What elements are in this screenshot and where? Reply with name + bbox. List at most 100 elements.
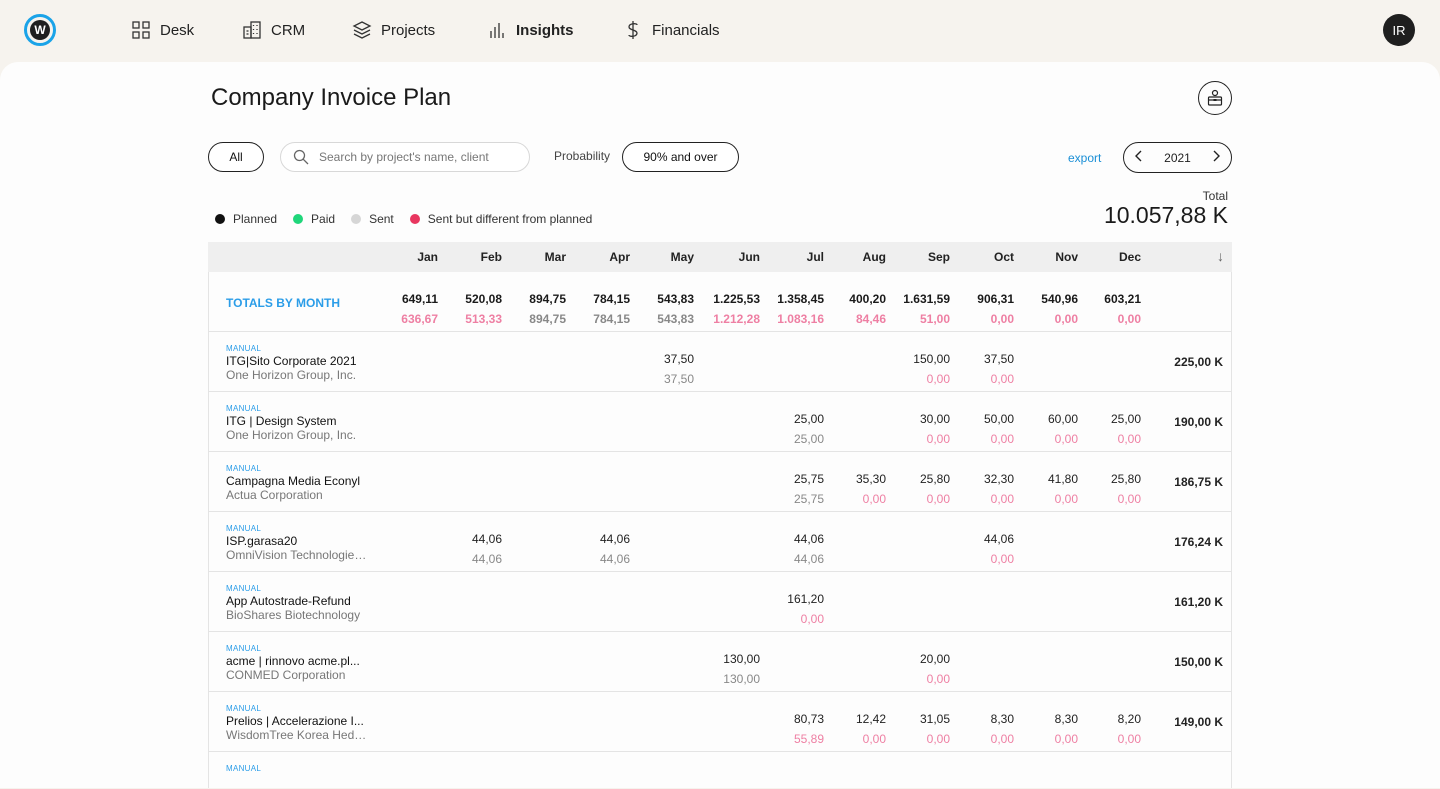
planned-value: 25,80: [919, 472, 950, 486]
planned-value: 161,20: [787, 592, 824, 606]
dot-icon: [409, 214, 420, 224]
sent-value: 0,00: [990, 372, 1014, 386]
main-panel: Company Invoice Plan All Probability 90%…: [0, 62, 1440, 788]
planned-value: 25,80: [1110, 472, 1141, 486]
total-sent-value: 0,00: [990, 312, 1014, 326]
nav-item-insights[interactable]: Insights: [487, 18, 574, 42]
sent-value: 37,50: [663, 372, 694, 386]
probability-label: Probability: [554, 149, 611, 163]
planned-value: 130,00: [723, 652, 760, 666]
sent-value: 55,89: [793, 732, 824, 746]
total-sent-value: 0,00: [1054, 312, 1078, 326]
sent-value: 0,00: [926, 492, 950, 506]
planned-value: 25,00: [793, 412, 824, 426]
year-selector: 2021: [1123, 142, 1232, 173]
table-row[interactable]: MANUAL Campagna Media Econyl Actua Corpora…: [208, 452, 1232, 512]
planned-value: 25,00: [1110, 412, 1141, 426]
sent-value: 0,00: [990, 732, 1014, 746]
planned-value: 8,30: [1054, 712, 1078, 726]
row-total: 225,00 K: [1174, 355, 1223, 369]
search-input[interactable]: [319, 150, 519, 164]
row-total: 190,00 K: [1174, 415, 1223, 429]
filter-all-button[interactable]: All: [208, 142, 264, 172]
nav-item-desk[interactable]: Desk: [131, 18, 194, 42]
project-name: ITG | Design System: [226, 414, 337, 428]
client-name: Actua Corporation: [226, 488, 323, 502]
bar-chart-icon: [490, 23, 504, 38]
arrow-down-icon[interactable]: ↓: [1217, 248, 1224, 264]
month-header[interactable]: May: [670, 250, 694, 264]
project-name: Campagna Media Econyl: [226, 474, 361, 488]
sent-value: 0,00: [990, 432, 1014, 446]
sent-value: 0,00: [926, 732, 950, 746]
sent-value: 0,00: [862, 732, 886, 746]
logo-letter: W: [30, 20, 50, 40]
total-planned-value: 1.358,45: [777, 292, 824, 306]
total-planned-value: 894,75: [529, 292, 566, 306]
chevron-left-icon[interactable]: [1134, 149, 1144, 166]
probability-select[interactable]: 90% and over: [622, 142, 739, 172]
table-row[interactable]: MANUAL ISP.garasa20 OmniVision Technologie…: [208, 512, 1232, 572]
row-tag: MANUAL: [226, 404, 262, 413]
row-total: 161,20 K: [1174, 595, 1223, 609]
month-header[interactable]: Jan: [417, 250, 438, 264]
project-name: App Autostrade-Refund: [226, 594, 351, 608]
table-row[interactable]: MANUAL acme | rinnovo acme.pl... CONMED Co…: [208, 632, 1232, 692]
row-tag: MANUAL: [226, 524, 262, 533]
sent-value: 0,00: [926, 372, 950, 386]
user-avatar[interactable]: IR: [1383, 14, 1415, 46]
year-value: 2021: [1164, 150, 1191, 165]
planned-value: 20,00: [919, 652, 950, 666]
nav-label: Financials: [652, 21, 720, 39]
export-link[interactable]: export: [1068, 151, 1102, 165]
total-sent-value: 636,67: [401, 312, 438, 326]
total-sent-value: 1.212,28: [713, 312, 760, 326]
planned-value: 44,06: [471, 532, 502, 546]
planned-value: 60,00: [1047, 412, 1078, 426]
planned-value: 80,73: [793, 712, 824, 726]
month-header[interactable]: Jul: [806, 250, 824, 264]
sent-value: 0,00: [1054, 732, 1078, 746]
app-logo[interactable]: W: [24, 14, 56, 46]
table-row[interactable]: MANUAL ITG | Design System One Horizon Gro…: [208, 392, 1232, 452]
planned-value: 150,00: [913, 352, 950, 366]
package-user-icon: [1207, 89, 1223, 106]
table-row[interactable]: MANUAL App Autostrade-Refund BioShares Bio…: [208, 572, 1232, 632]
month-header[interactable]: Oct: [993, 250, 1014, 264]
month-header[interactable]: Jun: [738, 250, 760, 264]
month-header[interactable]: Nov: [1055, 250, 1078, 264]
table-row[interactable]: MANUAL Prelios | Accelerazione I... Wisdom…: [208, 692, 1232, 752]
total-planned-value: 520,08: [465, 292, 502, 306]
planned-value: 30,00: [919, 412, 950, 426]
sent-value: 44,06: [793, 552, 824, 566]
month-header[interactable]: Mar: [544, 250, 566, 264]
total-planned-value: 649,11: [401, 292, 438, 306]
month-header[interactable]: Dec: [1118, 250, 1141, 264]
total-sent-value: 51,00: [919, 312, 950, 326]
month-header[interactable]: Sep: [927, 250, 950, 264]
totals-row: TOTALS BY MONTH 649,11 636,67 520,08 513,33 8…: [208, 272, 1232, 332]
total-planned-value: 784,15: [593, 292, 630, 306]
nav-label: Insights: [516, 21, 574, 39]
table-header: Jan Feb Mar Apr May Jun Jul Aug Sep Oct Nov Dec ↓: [208, 242, 1232, 272]
sent-value: 0,00: [990, 552, 1014, 566]
month-header[interactable]: Feb: [480, 250, 502, 264]
table-row[interactable]: MANUAL: [208, 752, 1232, 788]
page-title: Company Invoice Plan: [211, 84, 452, 111]
month-header[interactable]: Apr: [609, 250, 630, 264]
table-row[interactable]: MANUAL ITG|Sito Corporate 2021 One Horizon…: [208, 332, 1232, 392]
planned-value: 8,30: [990, 712, 1014, 726]
chevron-right-icon[interactable]: [1211, 149, 1221, 166]
month-header[interactable]: Aug: [862, 250, 886, 264]
nav-label: CRM: [271, 21, 306, 39]
row-tag: MANUAL: [226, 764, 262, 773]
package-button[interactable]: [1198, 81, 1232, 115]
total-sent-value: 513,33: [465, 312, 502, 326]
building-icon: [243, 21, 261, 39]
nav-item-financials[interactable]: Financials: [623, 18, 720, 42]
nav-label: Projects: [381, 21, 436, 39]
nav-item-crm[interactable]: CRM: [242, 18, 305, 42]
nav-item-projects[interactable]: Projects: [352, 18, 435, 42]
total-planned-value: 906,31: [977, 292, 1014, 306]
planned-value: 44,06: [983, 532, 1014, 546]
